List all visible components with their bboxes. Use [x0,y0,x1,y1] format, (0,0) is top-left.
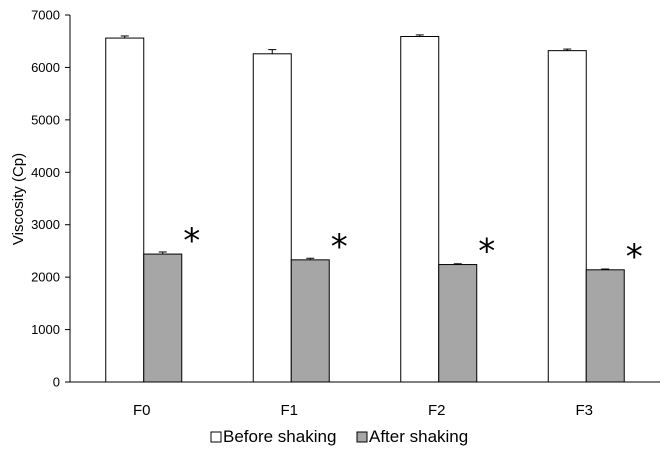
significance-star: * [331,227,348,267]
bar-after-f0 [143,253,183,383]
y-tick-label: 6000 [31,60,60,75]
legend: Before shaking After shaking [210,427,468,446]
x-category-label: F2 [428,402,446,419]
bar-after-f3 [585,269,625,383]
legend-swatch-before [210,431,222,443]
significance-star: * [183,221,200,261]
y-tick-label: 1000 [31,322,60,337]
bars-group [105,35,625,383]
y-tick-label: 5000 [31,112,60,127]
y-tick-label: 3000 [31,217,60,232]
y-axis-title: Viscosity (Cp) [10,153,27,245]
legend-label-before: Before shaking [223,427,336,446]
x-axis-labels: F0 F1 F2 F3 [133,402,593,419]
x-category-label: F3 [575,402,593,419]
bar-before-f3 [547,50,587,383]
bar-after-f1 [290,259,330,383]
bar-before-f0 [105,37,145,383]
significance-markers: * * * * [183,221,643,277]
x-category-label: F0 [133,402,151,419]
y-tick-label: 2000 [31,270,60,285]
bar-before-f1 [252,53,292,383]
y-tick-label: 4000 [31,165,60,180]
error-bars-group [120,34,610,270]
significance-star: * [626,237,643,277]
legend-swatch-after [356,431,368,443]
y-axis-ticks: 0 1000 2000 3000 4000 5000 6000 7000 [31,8,70,390]
y-tick-label: 7000 [31,8,60,23]
legend-label-after: After shaking [369,427,468,446]
bar-after-f2 [438,264,478,383]
y-tick-label: 0 [53,375,60,390]
x-category-label: F1 [280,402,298,419]
bar-before-f2 [400,35,440,383]
significance-star: * [478,232,495,272]
